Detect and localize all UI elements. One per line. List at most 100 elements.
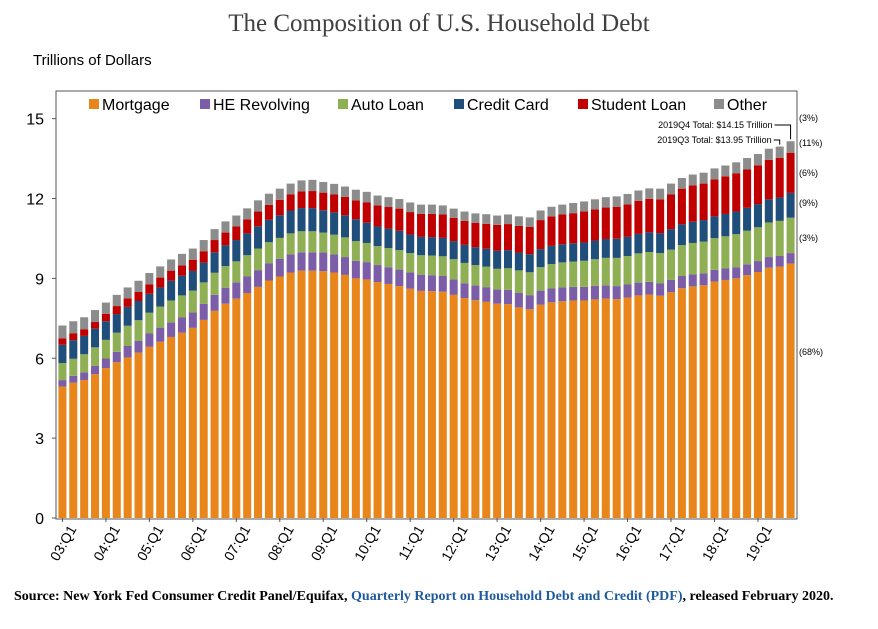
bar-other-09-q2	[330, 183, 339, 195]
bar-student-loan-10-q2	[373, 205, 382, 227]
bar-auto-loan-13-q3	[514, 270, 523, 294]
x-tick-label: 07:Q1	[220, 522, 253, 563]
bar-other-13-q3	[514, 216, 523, 226]
bar-auto-loan-17-q4	[699, 241, 708, 274]
bar-mortgage-13-q4	[525, 309, 534, 518]
bar-credit-card-18-q2	[721, 213, 730, 237]
bar-student-loan-04-q1	[101, 313, 110, 322]
bar-mortgage-14-q1	[536, 304, 545, 518]
bar-auto-loan-14-q2	[547, 264, 556, 289]
bar-credit-card-06-q4	[221, 245, 230, 267]
bar-auto-loan-08-q2	[286, 233, 295, 255]
bar-student-loan-19-q2	[764, 159, 773, 200]
bar-student-loan-13-q1	[493, 224, 502, 251]
bar-he-revolving-06-q3	[210, 294, 219, 311]
bar-student-loan-15-q3	[601, 207, 610, 239]
bar-student-loan-05-q3	[167, 270, 176, 281]
bar-auto-loan-14-q1	[536, 267, 545, 291]
bar-he-revolving-05-q1	[145, 333, 154, 347]
bar-other-14-q4	[569, 203, 578, 214]
bar-student-loan-07-q4	[264, 204, 273, 220]
x-tick-label: 13:Q1	[481, 522, 514, 563]
bar-credit-card-07-q3	[254, 226, 263, 249]
bar-he-revolving-09-q3	[340, 257, 350, 275]
bar-mortgage-18-q2	[721, 279, 730, 518]
share-label-auto-loan: (9%)	[799, 198, 818, 208]
bar-auto-loan-16-q4	[656, 253, 665, 284]
bar-student-loan-12-q3	[471, 222, 480, 248]
bar-credit-card-14-q1	[536, 249, 545, 268]
bar-other-04-q3	[123, 287, 132, 299]
bar-mortgage-11-q1	[406, 288, 415, 518]
bar-student-loan-13-q3	[514, 225, 523, 253]
bar-he-revolving-17-q1	[667, 279, 676, 293]
bar-other-16-q2	[634, 190, 643, 201]
bar-mortgage-07-q4	[264, 280, 273, 518]
bar-student-loan-09-q4	[351, 200, 360, 220]
bar-other-18-q1	[710, 168, 719, 180]
bar-student-loan-08-q4	[308, 191, 317, 209]
bar-mortgage-16-q2	[634, 295, 643, 518]
bar-auto-loan-17-q3	[688, 242, 697, 275]
bar-student-loan-11-q1	[406, 212, 415, 235]
bar-credit-card-08-q3	[297, 208, 306, 232]
bar-credit-card-04-q4	[134, 301, 143, 321]
bar-student-loan-18-q3	[732, 173, 741, 212]
x-tick-label: 19:Q1	[742, 522, 775, 563]
bar-he-revolving-04-q2	[112, 351, 121, 363]
bar-student-loan-09-q3	[340, 196, 350, 216]
bar-credit-card-11-q4	[438, 237, 447, 257]
bar-auto-loan-18-q3	[732, 234, 741, 268]
bar-auto-loan-12-q4	[482, 266, 491, 288]
bar-other-17-q1	[667, 183, 676, 195]
bar-auto-loan-11-q2	[417, 255, 426, 275]
bar-student-loan-09-q2	[330, 194, 339, 213]
bar-other-08-q3	[297, 180, 306, 192]
bar-he-revolving-06-q1	[188, 312, 197, 328]
bar-credit-card-17-q4	[699, 220, 708, 242]
bar-he-revolving-18-q3	[732, 267, 741, 279]
bar-auto-loan-04-q1	[101, 339, 110, 359]
bar-student-loan-03-q2	[69, 333, 78, 341]
bar-auto-loan-19-q1	[753, 227, 762, 262]
bar-auto-loan-08-q1	[275, 237, 284, 259]
bar-auto-loan-13-q4	[525, 272, 534, 296]
x-tick-label: 12:Q1	[438, 522, 471, 563]
y-tick-label: 12	[26, 192, 44, 209]
y-tick-label: 15	[26, 112, 44, 129]
bar-mortgage-15-q1	[580, 300, 589, 518]
bar-credit-card-13-q4	[525, 254, 534, 273]
bar-he-revolving-15-q3	[601, 285, 610, 299]
x-tick-label: 17:Q1	[655, 522, 688, 563]
bar-mortgage-03-q3	[80, 380, 89, 518]
bar-credit-card-06-q2	[199, 262, 208, 283]
bar-auto-loan-07-q2	[243, 255, 252, 277]
bar-student-loan-16-q2	[634, 200, 643, 234]
bar-he-revolving-08-q3	[297, 252, 306, 271]
source-report-link[interactable]: Quarterly Report on Household Debt and C…	[351, 589, 683, 604]
bar-he-revolving-05-q4	[177, 317, 186, 333]
share-labels: (3%) (11%) (6%) (9%) (3%) (68%)	[799, 113, 823, 357]
bar-student-loan-17-q2	[677, 188, 686, 225]
bar-auto-loan-16-q1	[623, 256, 632, 285]
bar-mortgage-18-q1	[710, 281, 719, 518]
bar-mortgage-16-q4	[656, 295, 665, 518]
bar-he-revolving-07-q2	[243, 276, 252, 294]
bar-mortgage-17-q2	[677, 288, 686, 518]
bar-he-revolving-16-q1	[623, 284, 632, 298]
bar-auto-loan-14-q4	[569, 261, 578, 287]
x-tick-label: 05:Q1	[134, 522, 167, 563]
bar-he-revolving-12-q2	[460, 283, 469, 299]
bar-other-08-q1	[275, 188, 284, 200]
bar-other-13-q1	[493, 215, 502, 225]
bar-student-loan-07-q3	[254, 211, 263, 227]
bar-other-18-q4	[743, 158, 752, 170]
bar-auto-loan-05-q3	[167, 300, 176, 323]
bar-student-loan-19-q4	[786, 152, 795, 193]
bar-student-loan-19-q3	[775, 157, 784, 198]
bar-auto-loan-06-q1	[188, 290, 197, 313]
bar-student-loan-04-q4	[134, 291, 143, 301]
bar-he-revolving-03-q2	[69, 375, 78, 383]
bar-credit-card-06-q1	[188, 270, 197, 291]
bar-auto-loan-04-q4	[134, 320, 143, 341]
